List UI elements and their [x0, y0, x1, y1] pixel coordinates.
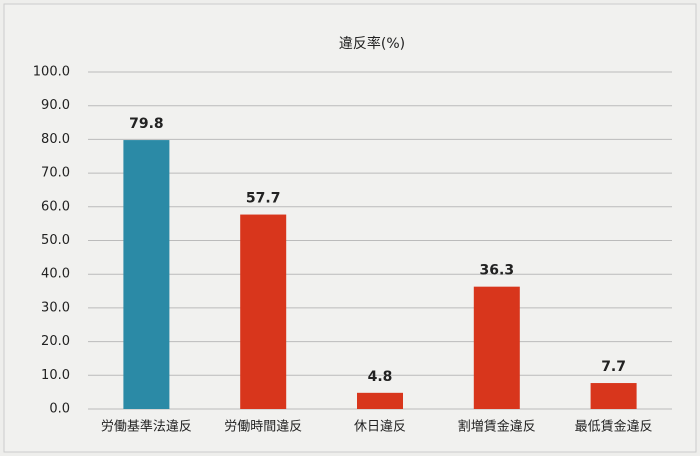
chart-title: 違反率(%) — [339, 35, 405, 52]
y-tick-label: 30.0 — [41, 300, 70, 315]
bar — [240, 214, 287, 409]
y-tick-label: 100.0 — [33, 65, 70, 80]
y-tick-label: 60.0 — [41, 199, 70, 214]
y-tick-label: 40.0 — [41, 267, 70, 282]
bar — [590, 383, 637, 409]
x-tick-label: 労働時間違反 — [224, 420, 302, 435]
y-tick-label: 0.0 — [49, 402, 70, 417]
y-tick-label: 20.0 — [41, 334, 70, 349]
bar — [473, 286, 520, 409]
chart-frame — [3, 3, 697, 453]
x-tick-label: 労働基準法違反 — [101, 419, 192, 435]
x-tick-label: 割増賃金違反 — [458, 419, 536, 435]
y-tick-label: 70.0 — [41, 166, 70, 181]
value-label: 36.3 — [480, 263, 515, 279]
bar — [357, 392, 403, 409]
y-tick-label: 10.0 — [41, 368, 70, 383]
y-tick-label: 50.0 — [41, 233, 70, 248]
y-tick-label: 80.0 — [41, 132, 70, 147]
value-label: 4.8 — [368, 369, 393, 385]
value-label: 57.7 — [246, 191, 281, 207]
value-label: 7.7 — [601, 359, 626, 375]
bar — [123, 140, 170, 409]
x-tick-label: 休日違反 — [354, 420, 406, 435]
value-label: 79.8 — [129, 116, 164, 132]
y-tick-label: 90.0 — [41, 98, 70, 113]
x-tick-label: 最低賃金違反 — [575, 419, 653, 435]
